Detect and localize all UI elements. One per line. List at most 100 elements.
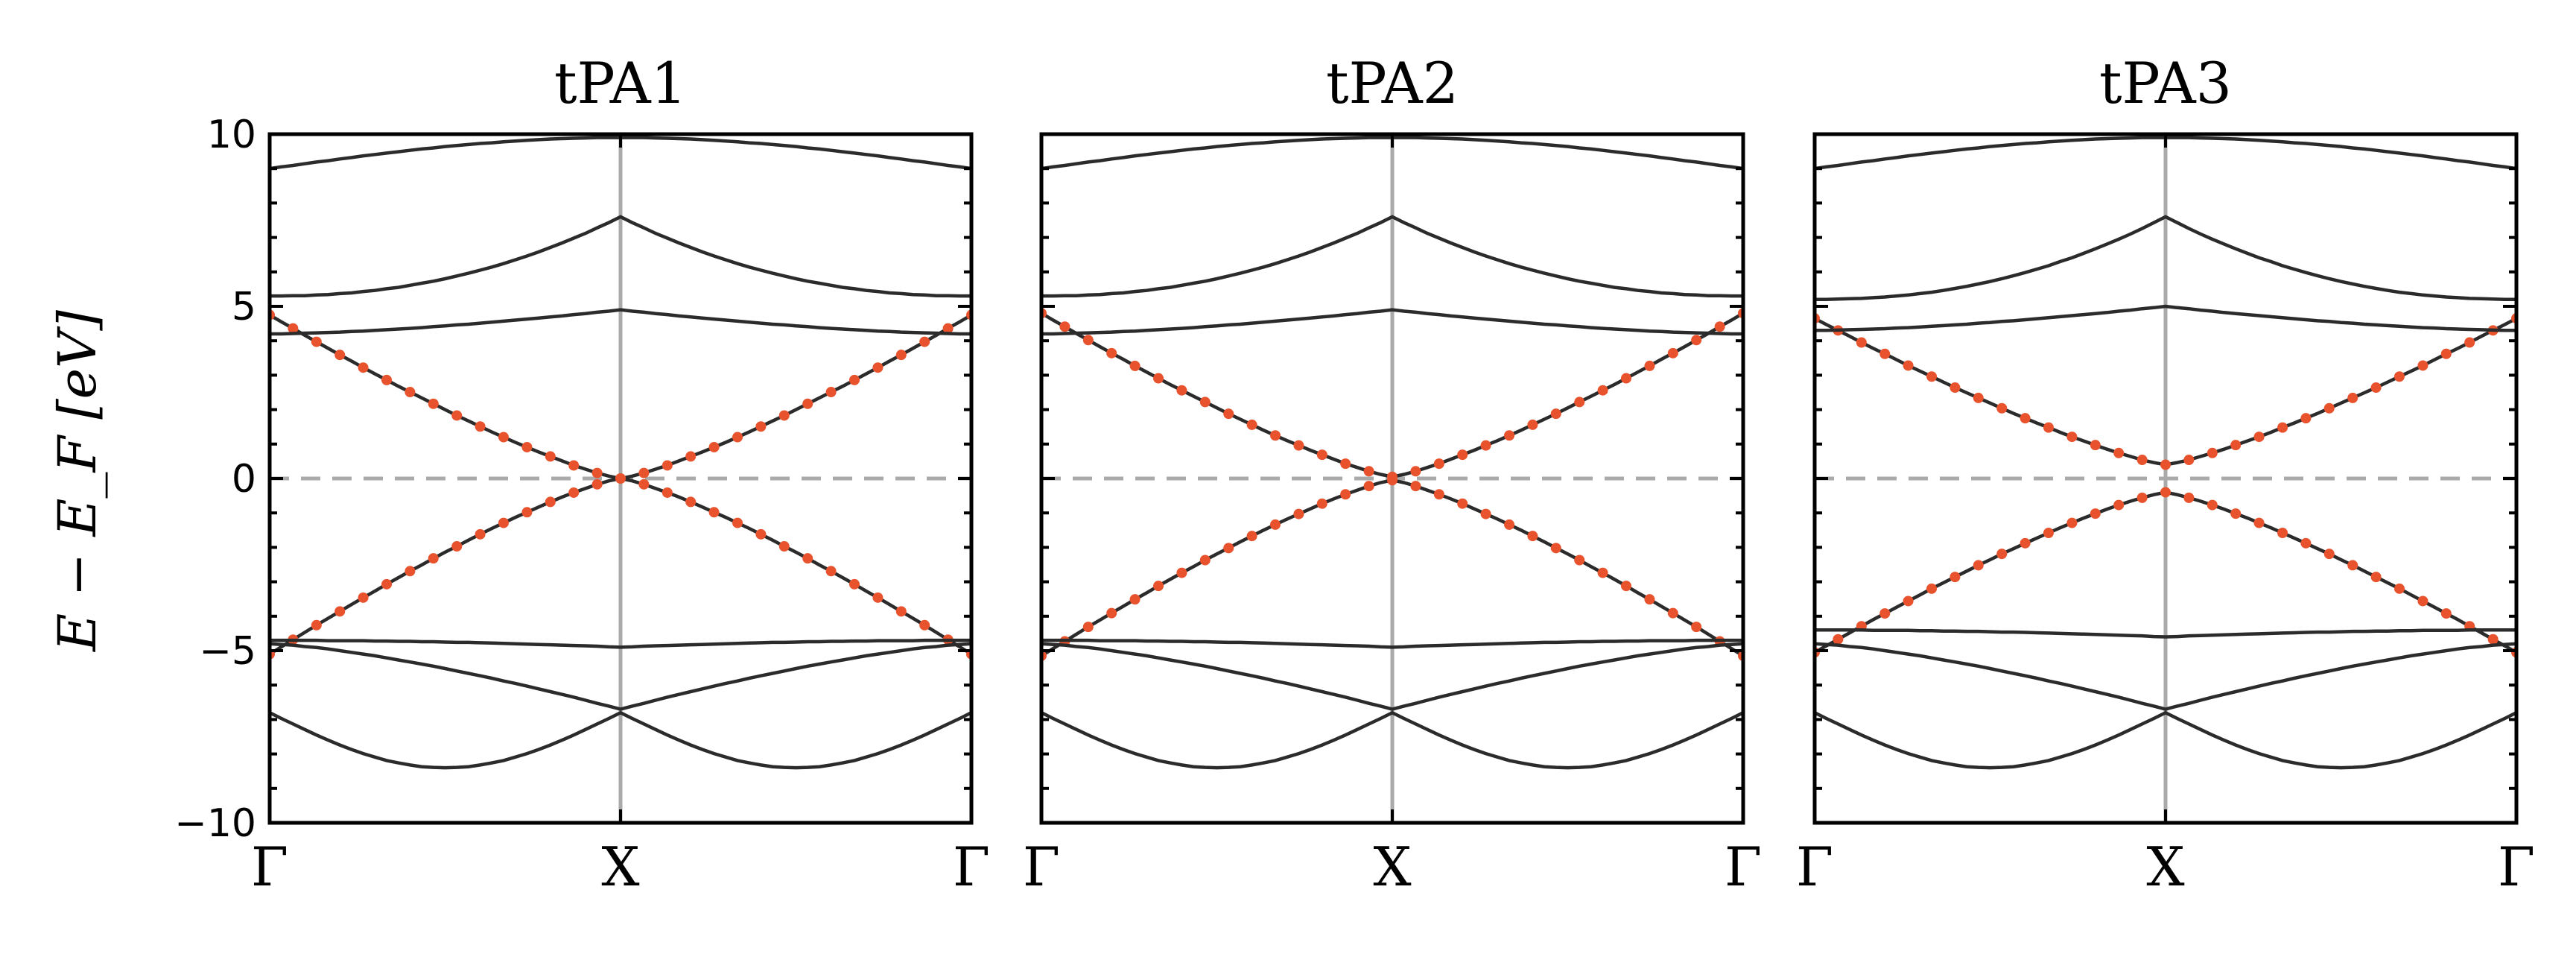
band-point	[1926, 371, 1938, 382]
band-point	[334, 350, 346, 361]
band-point	[662, 487, 673, 498]
x-tick-label: Γ	[2498, 835, 2535, 898]
band-point	[1550, 408, 1561, 420]
band-point	[1246, 531, 1257, 542]
band-point	[2066, 517, 2078, 528]
band-point	[591, 478, 603, 490]
band-point	[1714, 321, 1725, 332]
x-tick-label: Γ	[251, 835, 288, 898]
band-point	[1903, 360, 1914, 371]
band-point	[802, 398, 813, 409]
band-point	[848, 374, 860, 385]
x-tick-label: X	[2146, 835, 2184, 898]
band-line-3	[1041, 215, 1743, 298]
band-point	[2253, 517, 2265, 528]
y-tick-label: 10	[207, 113, 256, 157]
band-point	[1973, 392, 1984, 403]
band-point	[2277, 527, 2288, 538]
band-point	[2300, 537, 2312, 549]
band-point	[568, 460, 580, 471]
band-point	[2020, 413, 2031, 424]
band-point	[1387, 475, 1398, 486]
band-point	[1433, 489, 1444, 500]
band-point	[1176, 567, 1187, 578]
band-point	[1082, 335, 1094, 346]
band-point	[498, 432, 509, 443]
band-point	[708, 441, 720, 452]
band-point	[1833, 634, 1844, 645]
band-point	[2464, 337, 2475, 348]
band-point	[1316, 449, 1327, 461]
band-point	[662, 460, 673, 471]
band-point	[2230, 508, 2242, 519]
band-point	[334, 606, 346, 617]
band-point	[1457, 498, 1468, 509]
band-point	[1480, 440, 1491, 451]
band-point	[288, 323, 299, 334]
band-point	[311, 619, 322, 631]
band-line-6	[1041, 642, 1743, 711]
band-point	[405, 387, 416, 398]
band-point	[1550, 543, 1561, 554]
panel-title: tPA2	[1326, 50, 1459, 116]
band-point	[2370, 382, 2382, 394]
band-point	[1082, 622, 1094, 633]
y-axis-label: E − E_F [eV]	[47, 309, 108, 652]
band-point	[1457, 449, 1468, 461]
band-point	[2440, 348, 2452, 359]
band-point	[638, 467, 650, 478]
band-point	[1340, 489, 1351, 500]
band-point	[1129, 360, 1141, 371]
band-point	[2487, 634, 2499, 645]
band-point	[311, 336, 322, 347]
band-point	[1527, 419, 1538, 430]
band-point	[1363, 466, 1374, 477]
band-point	[1879, 608, 1891, 619]
band-point	[2207, 447, 2218, 458]
band-point	[1433, 458, 1444, 470]
band-point	[1410, 481, 1421, 492]
band-point	[942, 323, 954, 334]
band-line-7	[1041, 710, 1743, 770]
band-point	[498, 517, 509, 528]
band-point	[2417, 596, 2429, 607]
band-point	[732, 432, 743, 443]
band-point	[521, 441, 533, 452]
band-point	[545, 496, 556, 508]
band-line-4	[270, 308, 971, 336]
band-point	[2347, 392, 2358, 403]
band-point	[778, 410, 790, 421]
band-point	[1644, 360, 1655, 371]
band-point	[1950, 572, 1961, 583]
band-point	[2183, 455, 2195, 466]
y-tick-label: 5	[232, 285, 256, 329]
band-point	[1176, 385, 1187, 396]
band-point	[732, 517, 743, 528]
band-point	[2370, 572, 2382, 583]
x-tick-label: Γ	[1796, 835, 1833, 898]
band-point	[1667, 607, 1678, 619]
band-point	[1691, 622, 1702, 633]
x-tick-label: X	[601, 835, 639, 898]
band-point	[381, 578, 393, 590]
band-point	[381, 374, 393, 385]
x-tick-label: Γ	[1725, 835, 1762, 898]
band-point	[1316, 498, 1327, 509]
band-point	[2160, 487, 2171, 498]
x-tick-label: X	[1373, 835, 1411, 898]
panel-title: tPA1	[554, 50, 687, 116]
band-line-3	[270, 215, 971, 298]
band-point	[685, 496, 697, 508]
band-point	[2043, 422, 2054, 433]
band-line-7	[270, 710, 971, 770]
band-point	[1199, 397, 1211, 408]
band-line-5	[1041, 638, 1743, 649]
band-point	[521, 507, 533, 518]
band-point	[2090, 508, 2101, 519]
y-tick-label: −10	[174, 801, 256, 846]
band-point	[1574, 397, 1585, 408]
band-point	[872, 592, 883, 603]
band-point	[568, 487, 580, 498]
band-point	[2347, 560, 2358, 571]
